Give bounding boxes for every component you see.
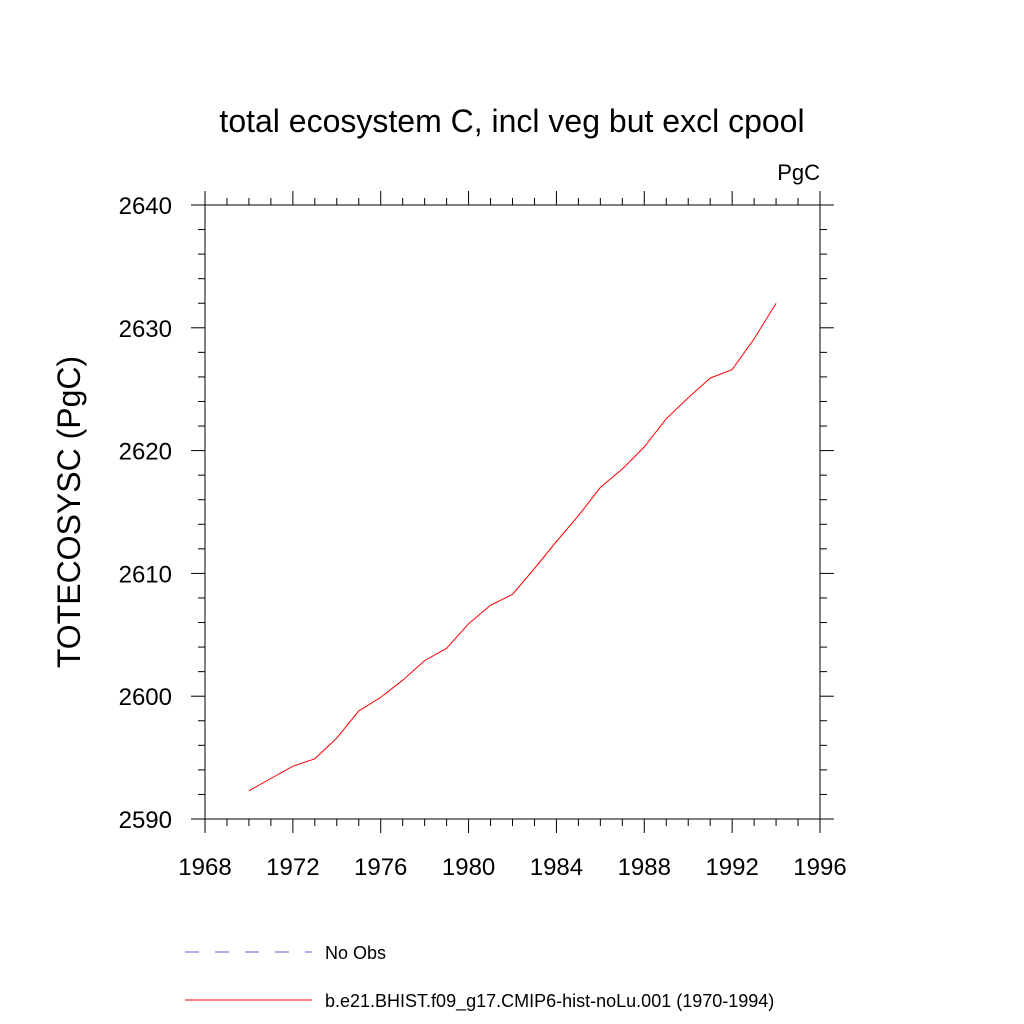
y-tick-label: 2620 bbox=[119, 439, 172, 466]
legend-label-no-obs: No Obs bbox=[325, 943, 386, 963]
chart-title: total ecosystem C, incl veg but excl cpo… bbox=[219, 103, 804, 139]
x-tick-label: 1980 bbox=[442, 854, 495, 881]
x-tick-label: 1996 bbox=[793, 854, 846, 881]
tick-labels: 1968 1972 1976 1980 1984 1988 1992 1996 2590 2600… bbox=[119, 193, 847, 881]
legend-label-model: b.e21.BHIST.f09_g17.CMIP6-hist-noLu.001 … bbox=[325, 991, 774, 1012]
axis-ticks bbox=[191, 191, 834, 833]
x-tick-label: 1984 bbox=[530, 854, 583, 881]
y-tick-label: 2600 bbox=[119, 684, 172, 711]
plot-frame bbox=[204, 204, 821, 820]
units-label: PgC bbox=[777, 160, 820, 185]
y-tick-label: 2640 bbox=[119, 193, 172, 220]
y-tick-label: 2590 bbox=[119, 807, 172, 834]
x-tick-label: 1992 bbox=[705, 854, 758, 881]
y-axis-label: TOTECOSYSC (PgC) bbox=[51, 356, 87, 668]
series-line bbox=[248, 302, 777, 792]
legend: No Obs b.e21.BHIST.f09_g17.CMIP6-hist-no… bbox=[185, 943, 774, 1012]
y-tick-label: 2630 bbox=[119, 316, 172, 343]
x-tick-label: 1972 bbox=[266, 854, 319, 881]
x-tick-label: 1988 bbox=[618, 854, 671, 881]
x-tick-label: 1976 bbox=[354, 854, 407, 881]
y-tick-label: 2610 bbox=[119, 561, 172, 588]
x-tick-label: 1968 bbox=[178, 854, 231, 881]
